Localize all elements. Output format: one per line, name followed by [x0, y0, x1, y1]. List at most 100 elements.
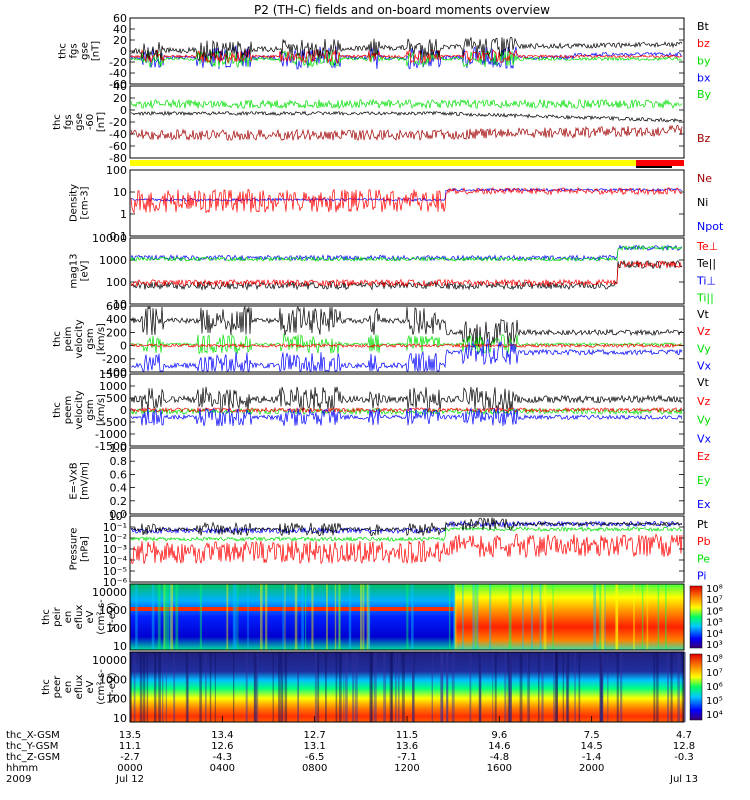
spec-streak — [143, 652, 146, 722]
spec-streak — [431, 652, 433, 722]
legend-Ey: Ey — [697, 474, 711, 487]
x-tick-label: 12.7 — [304, 730, 326, 741]
y-tick-label: -40 — [109, 128, 127, 141]
spec-streak — [453, 584, 456, 650]
trace-Bz — [130, 124, 683, 142]
spec-streak — [475, 584, 477, 650]
colorbar-tick: 10⁴ — [706, 629, 723, 640]
trace-vt-el — [130, 386, 683, 413]
x-tick-label: -1.4 — [582, 752, 602, 763]
spec-streak — [209, 652, 212, 722]
spec-streak — [531, 584, 533, 650]
spec-streak — [617, 584, 618, 650]
colorbar-tick: 10⁷ — [706, 668, 723, 679]
y-tick-label: 0.4 — [110, 482, 128, 495]
panel-p4 — [129, 237, 685, 305]
y-axis-label-line: gsm — [85, 328, 96, 349]
trace-vx-el — [130, 407, 683, 427]
x-tick-label: 1200 — [394, 763, 419, 774]
spec-streak — [469, 652, 472, 722]
y-axis-label: thc peir en eflux eV (cm²-s-sr-eV) — [41, 599, 118, 635]
x-tick-label: Jul 13 — [669, 774, 698, 785]
y-axis-label-line: peir — [52, 606, 63, 626]
spec-streak — [522, 584, 524, 650]
x-row-label: thc_Z-GSM — [6, 752, 60, 763]
y-axis-label-line: gse — [80, 42, 91, 60]
spec-streak — [562, 652, 564, 722]
spec-streak — [472, 584, 475, 650]
x-tick-label: 11.1 — [119, 741, 141, 752]
y-axis-label-line: [mV/m] — [80, 462, 91, 500]
trace-Bt — [130, 110, 683, 123]
spec-streak — [362, 584, 365, 650]
spec-streak — [615, 584, 619, 650]
spec-streak — [338, 584, 341, 650]
y-axis-label-line: [eV] — [80, 261, 91, 282]
y-axis-label-line: (cm²-s- — [96, 599, 107, 635]
x-tick-label: 12.8 — [673, 741, 695, 752]
trace-By — [130, 98, 683, 110]
trace-by — [130, 49, 683, 69]
y-axis-label-line: eV — [85, 610, 96, 623]
y-tick-label: 10000 — [92, 586, 127, 599]
legend-By: By — [697, 88, 712, 101]
y-axis-label-line: (cm²-s- — [96, 669, 107, 705]
y-axis-label: thc fgs gse -60 [nT] — [52, 112, 107, 132]
legend-Te⊥: Te⊥ — [696, 240, 718, 253]
trace-pb — [130, 533, 683, 565]
spec-streak — [397, 652, 400, 722]
y-tick-label: -1500 — [95, 440, 127, 453]
spec-streak — [657, 584, 660, 650]
y-axis-label-line: en — [63, 681, 74, 694]
y-tick-label: 200 — [106, 326, 127, 339]
y-axis-label-line: thc — [41, 609, 52, 625]
y-tick-label: 1500 — [99, 368, 127, 381]
spectrogram-electron — [129, 651, 686, 723]
y-axis-label-line: peer — [52, 675, 63, 699]
spec-streak — [226, 584, 229, 650]
trace-vt-ion — [130, 305, 683, 348]
y-tick-label: 60 — [113, 12, 127, 25]
spec-streak — [620, 652, 623, 722]
spec-streak — [360, 584, 362, 650]
spec-streak — [509, 652, 512, 722]
y-axis-label-line: thc — [58, 43, 69, 59]
y-tick-label: 400 — [106, 313, 127, 326]
y-axis-label-line: [nT] — [96, 112, 107, 132]
spec-streak — [247, 584, 249, 650]
y-axis-label-line: eflux — [74, 605, 85, 630]
spec-streak — [314, 652, 317, 722]
legend-Pt: Pt — [697, 518, 709, 531]
legend-Ez: Ez — [697, 450, 710, 463]
spec-streak — [205, 652, 207, 722]
spec-streak — [412, 652, 415, 722]
y-axis-label-line: velocity — [74, 319, 85, 358]
spec-streak — [383, 652, 387, 722]
region-bar-red — [636, 160, 684, 166]
spec-streak — [367, 584, 371, 650]
colorbar-tick: 10⁵ — [706, 696, 723, 707]
spec-streak — [214, 652, 216, 722]
trace-ne — [130, 186, 683, 214]
legend-bx: bx — [697, 71, 711, 84]
x-tick-label: 4.7 — [676, 730, 692, 741]
x-tick-label: 13.6 — [396, 741, 418, 752]
trace-bt — [130, 36, 683, 61]
y-axis-label: thc peer en eflux eV (cm²-s-sr-eV) — [41, 669, 118, 705]
colorbar-tick: 10⁴ — [706, 710, 723, 721]
y-tick-label: 10⁻⁴ — [103, 554, 128, 567]
x-row-label: thc_X-GSM — [6, 730, 60, 741]
y-tick-label: 1000 — [99, 254, 127, 267]
colorbar-tick: 10⁶ — [706, 606, 723, 617]
legend-by: by — [697, 54, 711, 67]
y-axis-label-line: [km/s] — [96, 394, 107, 426]
x-tick-label: 1600 — [487, 763, 512, 774]
y-tick-label: 10⁻¹ — [103, 521, 127, 534]
panel-frame — [129, 305, 685, 373]
spec-streak — [394, 652, 397, 722]
spec-streak — [185, 652, 189, 722]
x-tick-label: 13.1 — [304, 741, 326, 752]
spec1-band — [130, 607, 455, 611]
x-row-label: hhmm — [6, 763, 38, 774]
trace-bx — [130, 44, 683, 70]
